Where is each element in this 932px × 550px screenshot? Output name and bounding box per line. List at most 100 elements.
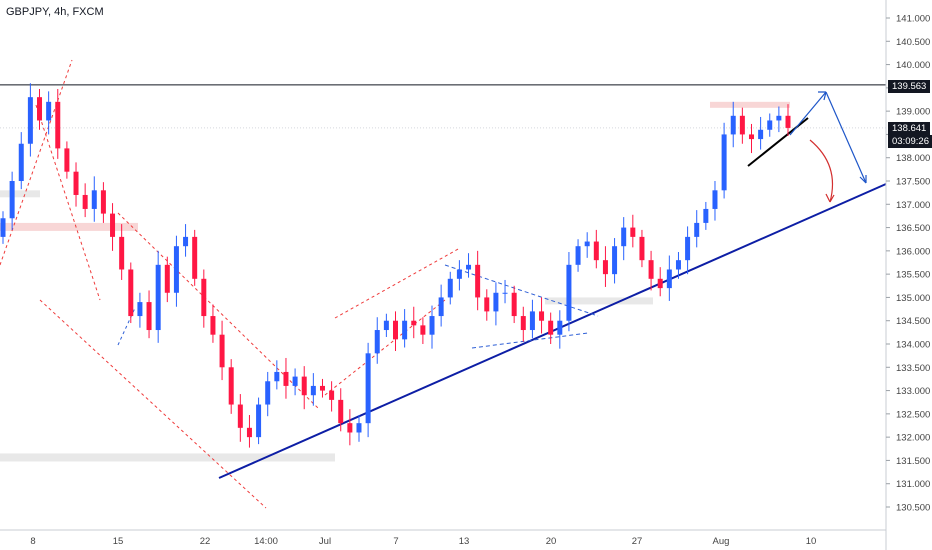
candle-body: [274, 371, 280, 382]
candle-body: [630, 227, 636, 237]
candle-body: [593, 241, 599, 261]
candle-body: [82, 194, 88, 209]
candle-body: [374, 330, 380, 354]
candle-body: [675, 260, 681, 270]
candle-body: [265, 381, 271, 405]
candle-body: [429, 316, 435, 335]
y-tick-label: 136.500: [896, 223, 930, 234]
candle-body: [703, 208, 709, 223]
y-tick-label: 132.500: [896, 409, 930, 420]
candle-body: [219, 334, 225, 368]
candle-body: [310, 385, 316, 396]
channel-line: [0, 59, 73, 266]
candle-body: [502, 292, 508, 294]
y-tick-label: 131.500: [896, 456, 930, 467]
x-tick-label: 15: [113, 536, 124, 547]
y-tick-label: 139.000: [896, 107, 930, 118]
x-tick-label: 13: [459, 536, 470, 547]
candle-body: [621, 227, 627, 247]
triangle-lower: [471, 332, 589, 349]
projection-up-arrow: [789, 91, 827, 136]
candle-body: [137, 302, 143, 317]
descending-channel-upper: [117, 212, 319, 409]
small-blue-dashed: [117, 307, 136, 346]
candle-body: [18, 143, 24, 181]
candle-body: [721, 134, 727, 191]
candle-body: [64, 148, 70, 172]
candle-body: [37, 97, 43, 121]
candle-body: [365, 353, 371, 424]
candle-body: [383, 320, 389, 331]
candle-body: [183, 236, 189, 247]
candle-body: [529, 311, 535, 331]
candle-body: [657, 278, 663, 289]
x-tick-label: 22: [200, 536, 211, 547]
candle-body: [475, 264, 481, 298]
candle-body: [748, 134, 754, 140]
rising-wedge-line: [747, 117, 809, 167]
candle-body: [557, 320, 563, 335]
zones: [0, 101, 790, 462]
zone-gray-bottom: [0, 453, 335, 462]
y-tick-label: 132.000: [896, 433, 930, 444]
candle-body: [402, 320, 408, 340]
candle-body: [511, 292, 517, 317]
y-tick-label: 141.000: [896, 14, 930, 25]
x-tick-label: 8: [30, 536, 35, 547]
candle-body: [73, 171, 79, 195]
y-tick-label: 135.500: [896, 270, 930, 281]
candle-body: [46, 101, 52, 121]
chart-title: GBPJPY, 4h, FXCM: [6, 6, 104, 18]
y-tick-label: 131.000: [896, 479, 930, 490]
y-tick-label: 136.000: [896, 246, 930, 257]
channel-line: [35, 104, 101, 301]
candle-body: [201, 278, 207, 317]
candle-body: [612, 246, 618, 275]
candle-body: [639, 236, 645, 261]
candle-body: [739, 115, 745, 135]
candle-body: [110, 213, 116, 237]
time-axis: 8 15 22 14:00 Jul 7 13 20 27 Aug 10: [30, 536, 816, 547]
y-tick-label: 133.500: [896, 363, 930, 374]
y-tick-label: 135.000: [896, 293, 930, 304]
candle-body: [55, 101, 61, 149]
candle-body: [9, 181, 15, 219]
candle-body: [347, 423, 353, 433]
reference-lines: [0, 84, 886, 129]
candle-body: [420, 325, 426, 335]
candle-body: [237, 404, 243, 428]
x-tick-label: 7: [393, 536, 398, 547]
y-tick-label: 133.000: [896, 386, 930, 397]
candle-body: [438, 297, 444, 317]
candle-body: [338, 399, 344, 424]
y-tick-label: 138.000: [896, 153, 930, 164]
candle-body: [228, 367, 234, 405]
candle-body: [712, 190, 718, 209]
candle-body: [128, 269, 134, 317]
y-tick-label: 137.000: [896, 200, 930, 211]
current-price-label: 138.641: [888, 122, 931, 135]
candle-body: [192, 236, 198, 279]
candle-body: [776, 115, 782, 121]
x-tick-label: Aug: [713, 536, 730, 547]
y-tick-label: 130.500: [896, 503, 930, 514]
candle-body: [758, 129, 764, 140]
candle-body: [173, 246, 179, 293]
triangle-upper: [444, 264, 599, 317]
candle-body: [694, 222, 700, 237]
candle-body: [566, 264, 572, 321]
candle-body: [283, 371, 289, 386]
projection-down-arrow: [825, 91, 867, 184]
candle-body: [146, 302, 152, 331]
candle-body: [155, 264, 161, 331]
candle-body: [575, 246, 581, 265]
candle-body: [411, 320, 417, 326]
x-tick-label: Jul: [319, 536, 331, 547]
candle-body: [91, 190, 97, 209]
y-tick-label: 134.000: [896, 340, 930, 351]
candle-body: [520, 316, 526, 331]
candle-body: [785, 115, 791, 128]
candle-body: [685, 236, 691, 261]
candle-body: [0, 218, 6, 237]
